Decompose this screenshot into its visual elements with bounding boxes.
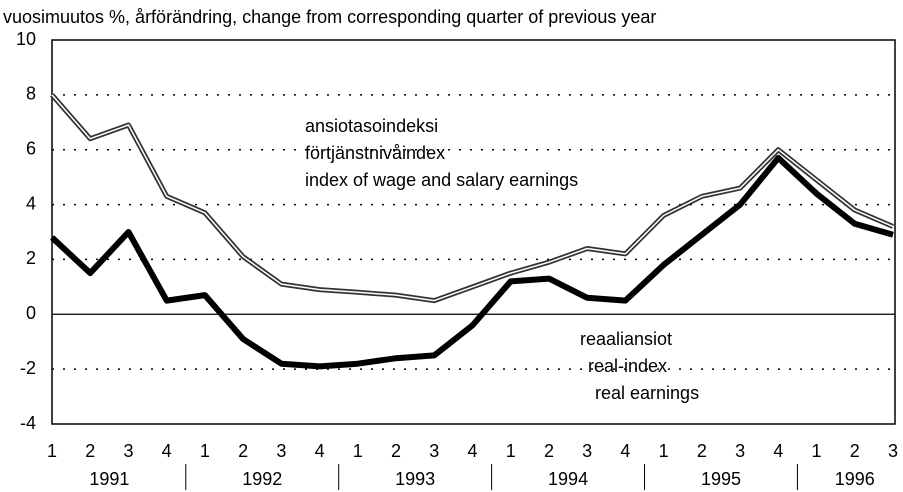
x-tick-label: 4	[315, 441, 325, 461]
y-tick-label: 6	[26, 138, 36, 158]
x-tick-label: 3	[735, 441, 745, 461]
y-tick-label: -4	[20, 413, 36, 433]
y-tick-label: 8	[26, 84, 36, 104]
wage-line-inner	[51, 94, 894, 302]
x-tick-label: 3	[276, 441, 286, 461]
year-label: 1992	[242, 469, 282, 489]
plot-frame	[51, 39, 896, 425]
x-tick-label: 3	[123, 441, 133, 461]
x-tick-label: 1	[47, 441, 57, 461]
x-tick-label: 4	[162, 441, 172, 461]
x-tick-label: 1	[506, 441, 516, 461]
series-annotation: real-index	[588, 356, 667, 376]
x-tick-label: 3	[582, 441, 592, 461]
y-tick-label: 4	[26, 193, 36, 213]
x-tick-label: 4	[773, 441, 783, 461]
year-label: 1993	[395, 469, 435, 489]
year-label: 1991	[89, 469, 129, 489]
x-tick-label: 1	[659, 441, 669, 461]
y-tick-label: 2	[26, 248, 36, 268]
year-label: 1996	[835, 469, 875, 489]
x-tick-label: 1	[200, 441, 210, 461]
chart-title: vuosimuutos %, årförändring, change from…	[3, 7, 656, 27]
x-tick-label: 2	[391, 441, 401, 461]
x-tick-label: 2	[697, 441, 707, 461]
x-tick-label: 1	[353, 441, 363, 461]
x-tick-label: 2	[850, 441, 860, 461]
real-line	[49, 154, 894, 370]
y-tick-label: -2	[20, 358, 36, 378]
year-label: 1995	[701, 469, 741, 489]
y-tick-label: 10	[16, 29, 36, 49]
x-tick-label: 2	[544, 441, 554, 461]
wage-line	[50, 93, 894, 304]
x-tick-label: 1	[812, 441, 822, 461]
x-tick-label: 2	[238, 441, 248, 461]
x-tick-label: 3	[429, 441, 439, 461]
series-annotation: index of wage and salary earnings	[305, 170, 578, 190]
x-tick-label: 3	[888, 441, 898, 461]
series-annotation: förtjänstnivåindex	[305, 143, 445, 163]
series-annotation: ansiotasoindeksi	[305, 116, 438, 136]
x-tick-label: 4	[467, 441, 477, 461]
series-annotation: real earnings	[595, 383, 699, 403]
series-annotation: reaaliansiot	[580, 329, 672, 349]
x-tick-label: 2	[85, 441, 95, 461]
x-tick-label: 4	[620, 441, 630, 461]
y-tick-label: 0	[26, 303, 36, 323]
year-label: 1994	[548, 469, 588, 489]
